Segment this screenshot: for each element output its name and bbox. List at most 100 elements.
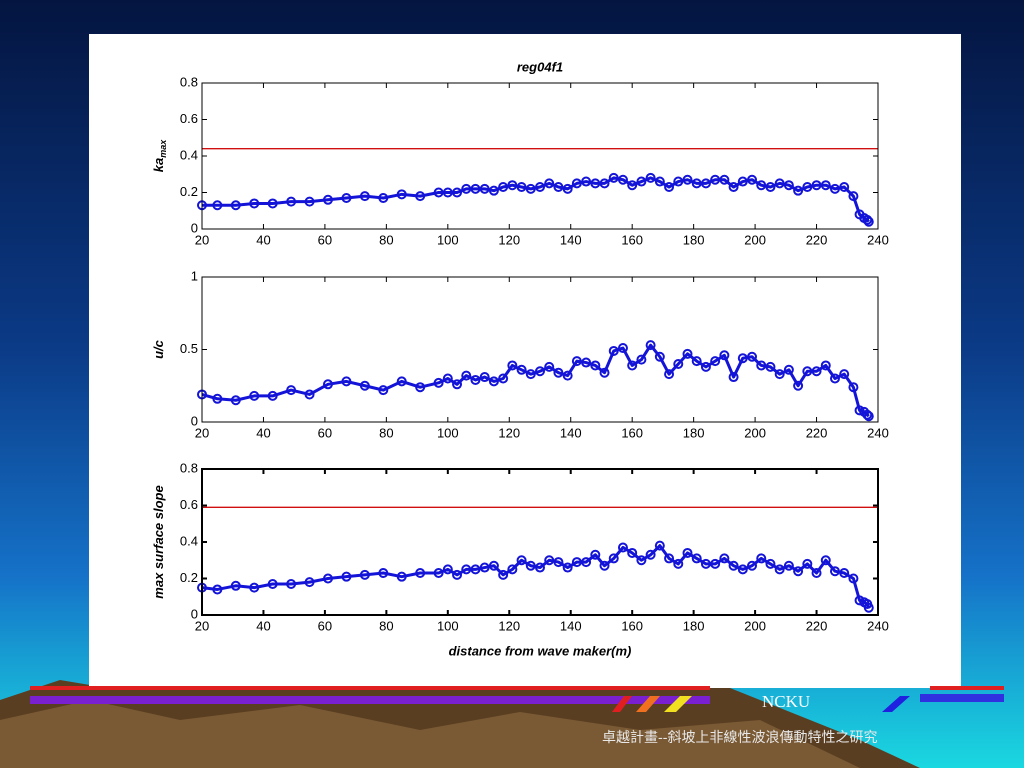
x-tick-label: 240 (867, 232, 889, 247)
data-point (341, 571, 352, 582)
data-point (341, 376, 352, 387)
data-point (728, 372, 739, 383)
data-point (654, 540, 665, 551)
data-point (839, 369, 850, 380)
data-point (433, 568, 444, 579)
data-point (608, 553, 619, 564)
data-point (378, 385, 389, 396)
data-point (535, 562, 545, 573)
data-point (322, 379, 333, 390)
data-point (645, 340, 656, 351)
data-point (691, 553, 702, 564)
data-point (756, 360, 767, 371)
x-axis-label: distance from wave maker(m) (449, 643, 632, 658)
data-point (802, 182, 813, 193)
data-point (820, 555, 831, 566)
data-point (617, 343, 628, 354)
x-tick-label: 220 (806, 618, 828, 633)
plot-frame (201, 468, 879, 616)
data-point (359, 380, 370, 391)
x-tick-label: 180 (683, 618, 705, 633)
data-point (627, 547, 638, 558)
data-point (562, 562, 573, 573)
data-point (710, 558, 721, 569)
data-point (848, 382, 859, 393)
x-tick-label: 240 (867, 618, 889, 633)
x-tick-label: 20 (195, 618, 209, 633)
data-point (682, 348, 693, 359)
data-point (212, 393, 223, 404)
data-point (783, 180, 794, 191)
data-point (553, 182, 564, 193)
data-point (479, 372, 490, 383)
y-tick-label: 0 (191, 606, 198, 621)
data-point (452, 187, 463, 198)
data-point (452, 569, 463, 580)
plot-frame (201, 82, 879, 230)
data-point (267, 578, 278, 589)
data-point (774, 369, 785, 380)
data-point (562, 370, 573, 381)
y-tick-label: 0.2 (180, 570, 198, 585)
data-point (608, 172, 619, 183)
data-line (201, 343, 870, 418)
dash (612, 696, 632, 712)
data-point (617, 174, 628, 185)
data-point (525, 183, 536, 194)
data-point (654, 351, 665, 362)
data-point (854, 405, 865, 416)
y-axis-label-main: u/c (151, 339, 166, 359)
y-tick-label: 0.6 (180, 497, 198, 512)
data-point (737, 353, 748, 364)
data-point (535, 182, 545, 193)
data-point (645, 172, 656, 183)
data-point (461, 183, 472, 194)
data-point (783, 560, 794, 571)
data-point (230, 395, 241, 406)
x-tick-label: 160 (621, 618, 643, 633)
data-point (783, 364, 794, 375)
data-point (571, 178, 582, 189)
data-point (230, 200, 241, 211)
x-tick-label: 200 (744, 425, 766, 440)
x-tick-label: 140 (560, 618, 582, 633)
data-point (359, 191, 370, 202)
data-point (756, 180, 767, 191)
data-point (249, 390, 260, 401)
data-point (304, 389, 315, 400)
data-point (378, 192, 389, 203)
x-tick-label: 200 (744, 618, 766, 633)
data-point (415, 191, 426, 202)
data-point (286, 385, 297, 396)
data-point (249, 582, 260, 593)
y-tick-label: 0.8 (180, 460, 198, 475)
data-point (535, 366, 545, 377)
stripe (930, 686, 1004, 690)
data-point (498, 182, 509, 193)
chart-panel (89, 34, 961, 688)
x-tick-label: 20 (195, 232, 209, 247)
footer-project: 卓越計畫--斜坡上非線性波浪傳動特性之研究 (602, 730, 877, 746)
data-point (747, 351, 758, 362)
data-point (829, 183, 840, 194)
x-tick-label: 80 (379, 425, 393, 440)
data-point (286, 578, 297, 589)
data-point (516, 364, 527, 375)
data-point (719, 350, 730, 361)
dash (636, 696, 660, 712)
x-tick-label: 180 (683, 232, 705, 247)
data-point (673, 359, 684, 369)
data-point (267, 198, 278, 209)
data-point (571, 356, 582, 367)
data-point (249, 198, 260, 209)
data-point (590, 360, 601, 371)
x-tick-label: 60 (318, 425, 332, 440)
data-point (682, 174, 693, 185)
data-point (230, 580, 241, 591)
data-point (544, 178, 555, 189)
data-point (774, 564, 785, 575)
data-point (664, 553, 675, 564)
data-point (396, 376, 407, 387)
data-point (664, 369, 675, 380)
data-point (590, 549, 601, 560)
